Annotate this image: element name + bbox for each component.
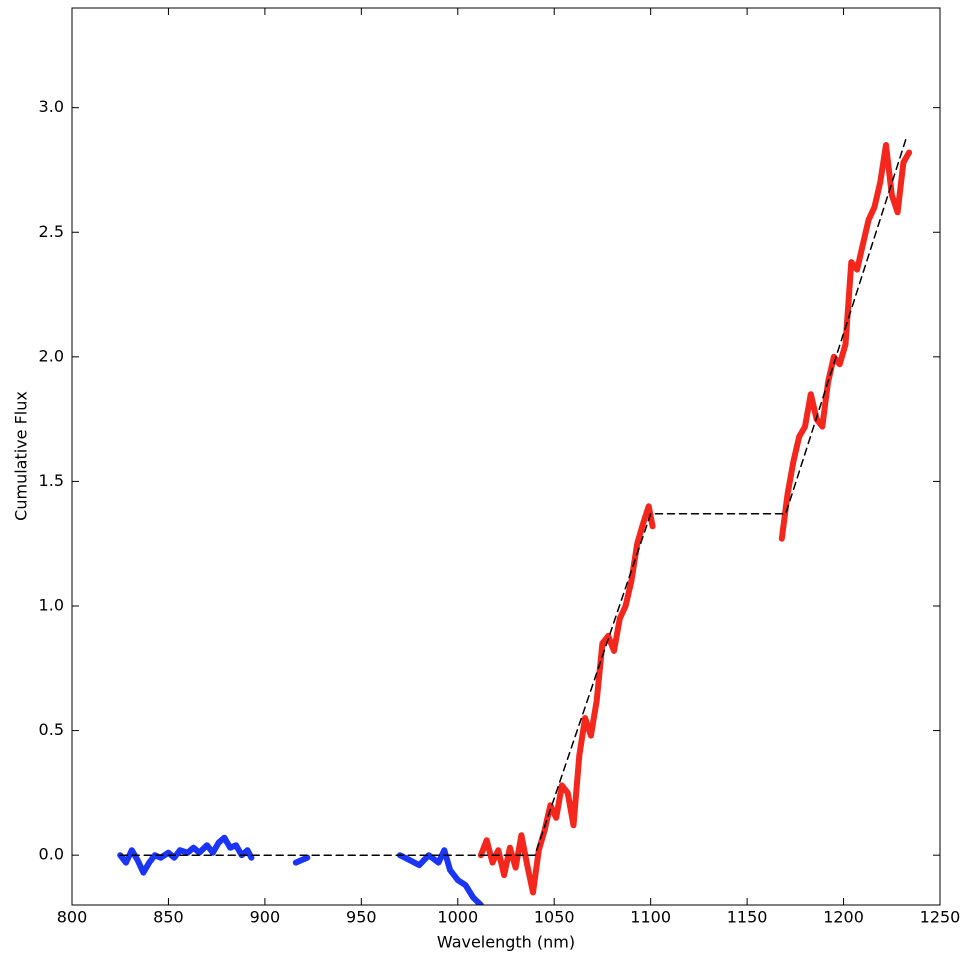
x-tick-label: 1200 (823, 908, 864, 927)
x-tick-label: 1150 (727, 908, 768, 927)
x-tick-label: 1000 (437, 908, 478, 927)
y-tick-label: 2.5 (39, 222, 64, 241)
y-axis-label: Cumulative Flux (12, 391, 31, 521)
y-tick-label: 1.0 (39, 596, 64, 615)
x-tick-label: 1100 (630, 908, 671, 927)
plot-area (117, 134, 913, 905)
y-tick-label: 0.0 (39, 845, 64, 864)
y-tick-label: 2.0 (39, 346, 64, 365)
y-tick-label: 1.5 (39, 471, 64, 490)
x-axis-label: Wavelength (nm) (437, 933, 575, 952)
plot-frame (71, 7, 941, 906)
x-tick-label: 850 (153, 908, 184, 927)
x-tick-label: 1050 (534, 908, 575, 927)
series-line (119, 134, 908, 856)
x-tick-label: 900 (250, 908, 281, 927)
y-tick-label: 0.5 (39, 720, 64, 739)
x-tick-label: 800 (57, 908, 88, 927)
series-line (117, 834, 484, 905)
y-tick-label: 3.0 (39, 97, 64, 116)
series-line (477, 142, 913, 896)
x-tick-label: 1250 (920, 908, 961, 927)
x-tick-label: 950 (346, 908, 377, 927)
